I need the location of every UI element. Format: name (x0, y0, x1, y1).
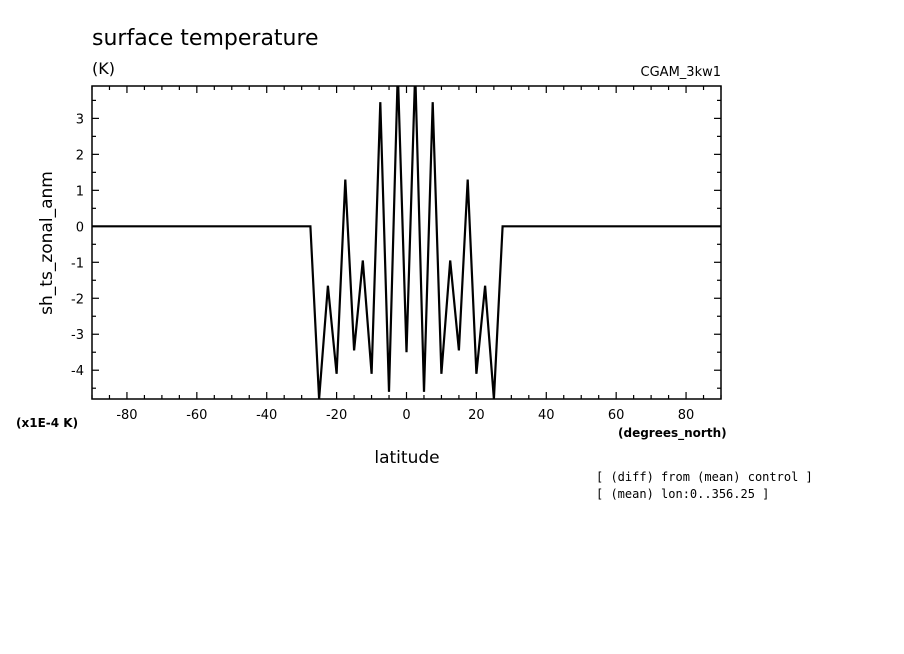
x-axis-label: latitude (374, 448, 439, 468)
x-tick-label: 40 (538, 408, 555, 423)
x-tick-label: 20 (468, 408, 485, 423)
x-tick-label: -80 (116, 408, 137, 423)
y-tick-label: -1 (71, 256, 84, 271)
data-series-line (92, 86, 721, 399)
y-tick-label: -3 (71, 328, 84, 343)
y-tick-label: 3 (76, 112, 84, 127)
y-tick-label: 1 (76, 184, 84, 199)
x-tick-label: 60 (608, 408, 625, 423)
run-label: CGAM_3kw1 (641, 65, 721, 80)
x-ticks: -80 -60 -40 -20 0 20 40 60 80 (91, 86, 722, 423)
y-tick-label: 2 (76, 148, 84, 163)
y-tick-label: -4 (71, 364, 84, 379)
y-tick-label: -2 (71, 292, 84, 307)
plot-frame (91, 85, 722, 400)
y-ticks: -4 -3 -2 -1 0 1 2 3 (71, 99, 721, 389)
note-line-2: [ (mean) lon:0..356.25 ] (596, 487, 769, 501)
x-tick-label: -20 (326, 408, 347, 423)
y-tick-label: 0 (76, 220, 84, 235)
note-line-1: [ (diff) from (mean) control ] (596, 470, 813, 484)
x-tick-label: -60 (186, 408, 207, 423)
x-tick-label: -40 (256, 408, 277, 423)
x-tick-label: 80 (678, 408, 695, 423)
y-scale-label: (x1E-4 K) (16, 416, 78, 430)
y-axis-label: sh_ts_zonal_anm (37, 171, 57, 315)
x-tick-label: 0 (402, 408, 410, 423)
x-units-label: (degrees_north) (618, 426, 727, 441)
units-label: (K) (92, 59, 115, 78)
chart-title: surface temperature (92, 26, 319, 51)
